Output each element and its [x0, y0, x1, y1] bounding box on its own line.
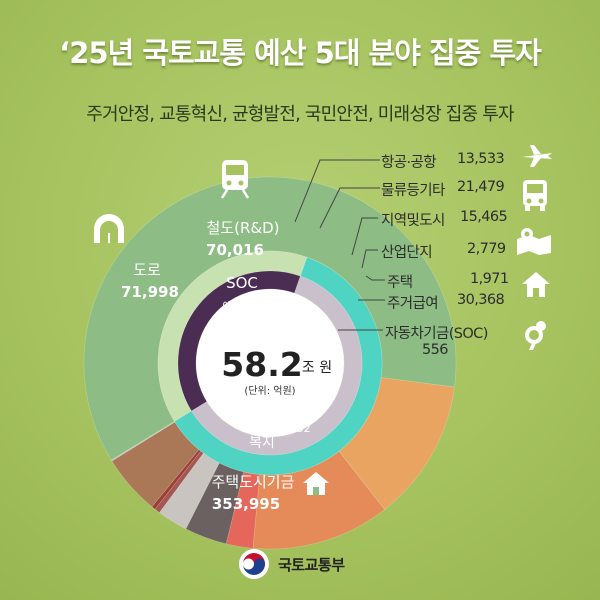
person-steering-icon: [525, 321, 546, 350]
map-pin-icon: [517, 228, 551, 255]
fund-welfare-label: 복지: [249, 435, 275, 451]
logistics-name: 물류등기타: [381, 183, 445, 199]
auto-soc-name: 자동차기금(SOC): [385, 326, 488, 342]
page-subtitle: 주거안정, 교통혁신, 균형발전, 국민안전, 미래성장 집중 투자: [86, 104, 514, 125]
center-disc: [196, 289, 344, 437]
center-total: 58.2: [221, 345, 302, 384]
leader-line-industrial: [361, 249, 378, 269]
auto-soc-value: 556: [422, 342, 448, 358]
regional-value: 15,465: [460, 209, 508, 225]
leader-line-aviation: [294, 159, 380, 223]
industrial-value: 2,779: [467, 241, 506, 257]
rail-name: 철도(R&D): [207, 219, 280, 237]
housing-fund-name: 주택도시기금: [212, 473, 295, 491]
housing-value: 1,971: [470, 271, 509, 287]
fund-label: 기금 354,552: [241, 422, 310, 435]
logistics-value: 21,479: [457, 179, 505, 195]
housing-fund-value: 353,995: [212, 495, 280, 513]
center-note: (단위: 억원): [244, 384, 295, 397]
ministry-name: 국토교통부: [278, 555, 345, 574]
house-icon: [522, 272, 550, 297]
taegeuk-icon: [239, 549, 269, 579]
road-value: 71,998: [121, 283, 179, 301]
housing-benefit-value: 30,368: [457, 292, 505, 308]
leader-line-housing: [365, 275, 385, 281]
center-unit: 조 원: [302, 360, 332, 376]
rail-value: 70,016: [206, 241, 264, 259]
aviation-value: 13,533: [457, 151, 505, 167]
leader-line-regional: [351, 217, 378, 256]
truck-icon: [523, 180, 547, 211]
regional-name: 지역및도시: [381, 213, 445, 229]
house-fund-icon: [303, 472, 329, 495]
aviation-name: 항공·공항: [381, 155, 437, 171]
housing-benefit-name: 주거급여: [387, 296, 439, 312]
housing-name: 주택: [387, 275, 413, 291]
leader-lines: [294, 159, 385, 331]
page-title: ‘25년 국토교통 예산 5대 분야 집중 투자: [59, 36, 542, 70]
road-name: 도로: [133, 261, 161, 279]
train-icon: [220, 160, 250, 199]
industrial-name: 산업단지: [381, 245, 433, 261]
ministry-logo: 국토교통부: [238, 548, 345, 580]
airplane-icon: [522, 145, 552, 167]
tunnel-icon: [94, 214, 124, 243]
soc-ring-label: SOC: [226, 274, 258, 292]
outer-ring: [83, 176, 457, 550]
leader-line-logistics: [319, 187, 380, 229]
budget-label: 예산 227,610: [222, 300, 291, 313]
